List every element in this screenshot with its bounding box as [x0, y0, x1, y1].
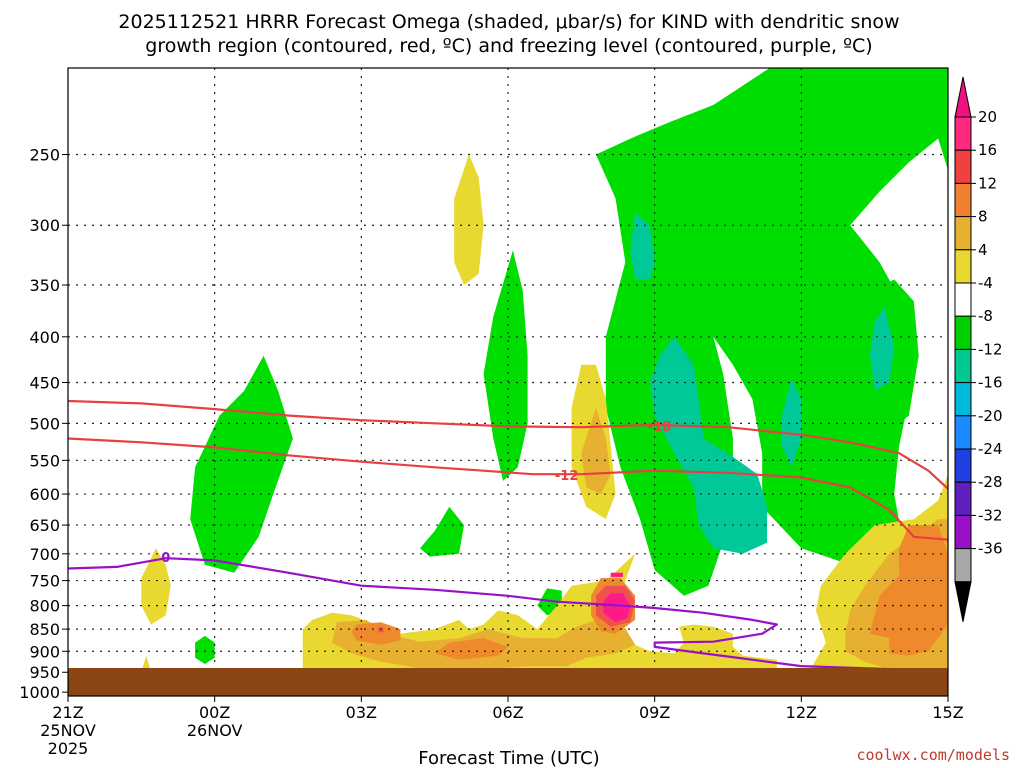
omega-region-teal-right-strip [781, 378, 802, 468]
colorbar-swatch-0 [954, 116, 972, 151]
colorbar-swatch-12 [954, 514, 972, 550]
omega-region-orange-left [351, 622, 401, 645]
contour-labels: -18 -12 0 [161, 420, 672, 566]
x-tick-label-0-0: 21Z [52, 703, 83, 722]
y-tick-label-450: 450 [29, 373, 60, 392]
colorbar-label-4: 4 [978, 241, 988, 259]
omega-region-orange-right-small [899, 548, 919, 581]
omega-region-green-low-blob [195, 635, 215, 664]
credit-text: coolwx.com/models [856, 746, 1010, 764]
chart-title-line-1: 2025112521 HRRR Forecast Omega (shaded, … [118, 11, 899, 33]
omega-region-green-upper-right [928, 68, 948, 170]
y-tick-label-850: 850 [29, 620, 60, 639]
omega-region-lightorange-1000 [879, 657, 948, 672]
omega-region-yellow-right-region [302, 474, 948, 679]
contour-label-1: -12 [555, 469, 579, 484]
y-tick-label-250: 250 [29, 146, 60, 165]
colorbar-swatch-7 [954, 348, 972, 384]
omega-region-magenta-col800 [603, 593, 631, 623]
contour-label-2: 0 [161, 551, 170, 566]
ground-surface [68, 668, 948, 696]
colorbar-label-12: -32 [978, 506, 1003, 524]
chart-title-line-2: growth region (contoured, red, ºC) and f… [145, 35, 872, 57]
y-axis-ticks: 250 300 350 400 450 500 550 600 650 700 750 800 850 9… [19, 146, 68, 702]
colorbar-swatch-10 [954, 448, 972, 483]
x-axis-label: Forecast Time (UTC) [418, 748, 599, 768]
y-tick-label-650: 650 [29, 516, 60, 535]
omega-region-teal-upper [630, 212, 655, 280]
omega-region-magenta-tiny [610, 572, 623, 577]
y-tick-label-950: 950 [29, 663, 60, 682]
x-tick-label-15-0: 12Z [786, 703, 817, 722]
y-tick-label-900: 900 [29, 642, 60, 661]
dgz-contour-minus12 [68, 437, 948, 541]
omega-region-red-dot-left [378, 627, 384, 633]
x-tick-label-18-0: 15Z [932, 703, 963, 722]
colorbar-top-arrow [954, 76, 972, 118]
colorbar-label-9: -20 [978, 407, 1003, 425]
colorbar-label-6: -8 [978, 307, 993, 325]
y-tick-label-700: 700 [29, 545, 60, 564]
x-tick-label-9-0: 06Z [492, 703, 523, 722]
colorbar-swatch-3 [954, 216, 972, 251]
y-tick-label-1000: 1000 [19, 683, 60, 702]
x-tick-label-3-1: 26NOV [187, 721, 243, 740]
x-tick-label-3-0: 00Z [199, 703, 230, 722]
colorbar-label-11: -28 [978, 473, 1003, 491]
colorbar-label-10: -24 [978, 440, 1003, 458]
y-tick-label-550: 550 [29, 451, 60, 470]
omega-region-yellow-top-plume [454, 154, 484, 285]
dgz-contour-minus18 [68, 399, 948, 490]
colorbar-swatch-1 [954, 149, 972, 184]
colorbar-label-13: -36 [978, 540, 1003, 558]
omega-region-teal-main [649, 336, 768, 554]
y-tick-label-750: 750 [29, 572, 60, 591]
colorbar-bottom-arrow [954, 581, 972, 622]
x-tick-label-0-1: 25NOV [40, 721, 96, 740]
colorbar-label-2: 12 [978, 174, 997, 192]
colorbar-label-1: 16 [978, 141, 997, 159]
colorbar-swatch-4 [954, 249, 972, 284]
y-tick-label-350: 350 [29, 276, 60, 295]
x-tick-label-0-2: 2025 [48, 739, 89, 758]
y-tick-label-300: 300 [29, 216, 60, 235]
colorbar-swatch-6 [954, 315, 972, 350]
colorbar-swatch-13 [954, 548, 972, 583]
colorbar-swatch-2 [954, 182, 972, 218]
y-tick-label-500: 500 [29, 414, 60, 433]
colorbar-label-0: 20 [978, 108, 997, 126]
x-tick-label-12-0: 09Z [639, 703, 670, 722]
omega-region-orange-right [869, 525, 948, 656]
omega-region-orange-row [434, 638, 508, 660]
contour-label-0: -18 [648, 420, 672, 435]
colorbar-label-7: -12 [978, 340, 1003, 358]
omega-region-green-left-cell [190, 355, 293, 573]
colorbar-swatch-8 [954, 382, 972, 417]
y-tick-label-600: 600 [29, 485, 60, 504]
y-tick-label-400: 400 [29, 328, 60, 347]
colorbar: 20 16 12 8 4 -4 -8 -12 -16 -20 -24 -28 -32 -36 [954, 76, 1003, 622]
colorbar-swatch-11 [954, 481, 972, 516]
colorbar-label-5: -4 [978, 274, 993, 292]
colorbar-swatch-9 [954, 415, 972, 450]
omega-region-teal-right-cell [869, 306, 895, 391]
y-tick-label-800: 800 [29, 597, 60, 616]
freezing-level-contour [68, 557, 948, 672]
omega-shaded-regions [141, 68, 948, 681]
colorbar-label-8: -16 [978, 374, 1003, 392]
colorbar-label-3: 8 [978, 208, 988, 226]
colorbar-swatch-5 [954, 282, 972, 317]
omega-region-green-mid-blob [420, 506, 464, 557]
temperature-contours [68, 399, 948, 672]
x-tick-label-6-0: 03Z [346, 703, 377, 722]
